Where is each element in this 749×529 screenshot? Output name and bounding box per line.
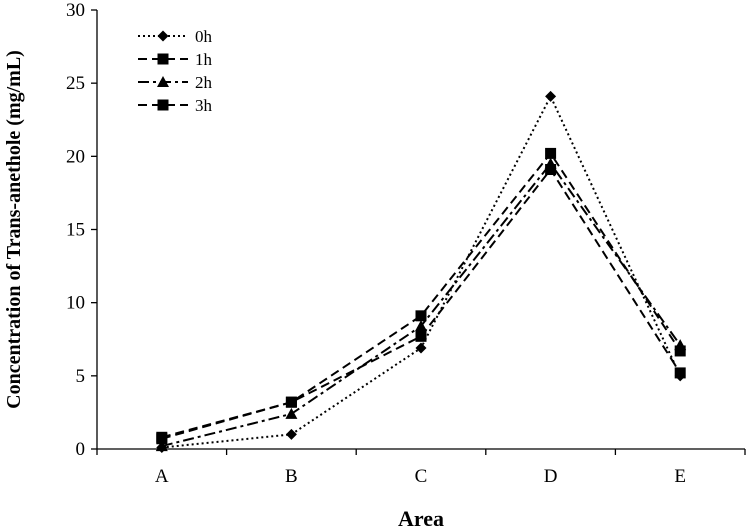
y-tick-label: 15 xyxy=(66,220,85,241)
y-tick-label: 10 xyxy=(66,293,85,314)
y-tick-label: 5 xyxy=(76,366,86,387)
series-line xyxy=(161,94,682,449)
legend-item: 1h xyxy=(138,50,213,69)
data-point xyxy=(545,164,557,176)
data-point xyxy=(674,345,686,357)
x-tick-label: A xyxy=(155,466,169,487)
y-tick-label: 25 xyxy=(66,73,85,94)
data-point xyxy=(544,157,557,169)
data-point xyxy=(285,407,298,419)
data-point xyxy=(415,342,427,354)
legend-item: 3h xyxy=(138,96,213,115)
x-axis-title: Area xyxy=(398,506,444,529)
x-tick-label: C xyxy=(415,466,428,487)
legend-marker xyxy=(157,99,169,111)
legend-marker xyxy=(157,53,169,65)
y-axis-title: Concentration of Trans-anethole (mg/mL) xyxy=(3,50,25,409)
legend: 0h 1h 2h 3h xyxy=(138,27,213,115)
data-point xyxy=(285,428,297,440)
data-point xyxy=(285,396,297,408)
data-point xyxy=(674,367,686,379)
x-tick-label: B xyxy=(285,466,298,487)
data-point xyxy=(545,90,557,102)
series-0h xyxy=(156,90,686,454)
series-line xyxy=(161,167,682,440)
legend-label: 1h xyxy=(195,50,213,69)
data-point xyxy=(415,320,427,332)
data-point xyxy=(415,310,427,322)
y-ticks: 0 5 10 15 20 25 30 xyxy=(66,0,97,460)
data-point xyxy=(155,440,168,452)
legend-item: 0h xyxy=(138,27,213,46)
legend-marker xyxy=(157,30,169,42)
series-3h xyxy=(156,147,686,443)
y-tick-label: 30 xyxy=(66,0,85,21)
y-tick-label: 0 xyxy=(76,439,86,460)
legend-label: 0h xyxy=(195,27,213,46)
y-tick-label: 20 xyxy=(66,146,85,167)
x-ticks: A B C D E xyxy=(96,449,746,487)
data-point xyxy=(156,431,168,443)
x-tick-label: E xyxy=(674,466,686,487)
series-layer xyxy=(155,90,687,454)
legend-label: 3h xyxy=(195,96,213,115)
legend-marker xyxy=(157,76,169,87)
series-line xyxy=(161,151,682,439)
legend-item: 2h xyxy=(138,73,213,92)
series-2h xyxy=(155,157,687,452)
data-point xyxy=(545,147,557,159)
data-point xyxy=(415,330,427,342)
legend-label: 2h xyxy=(195,73,213,92)
series-1h xyxy=(156,164,686,445)
x-tick-label: D xyxy=(544,466,558,487)
